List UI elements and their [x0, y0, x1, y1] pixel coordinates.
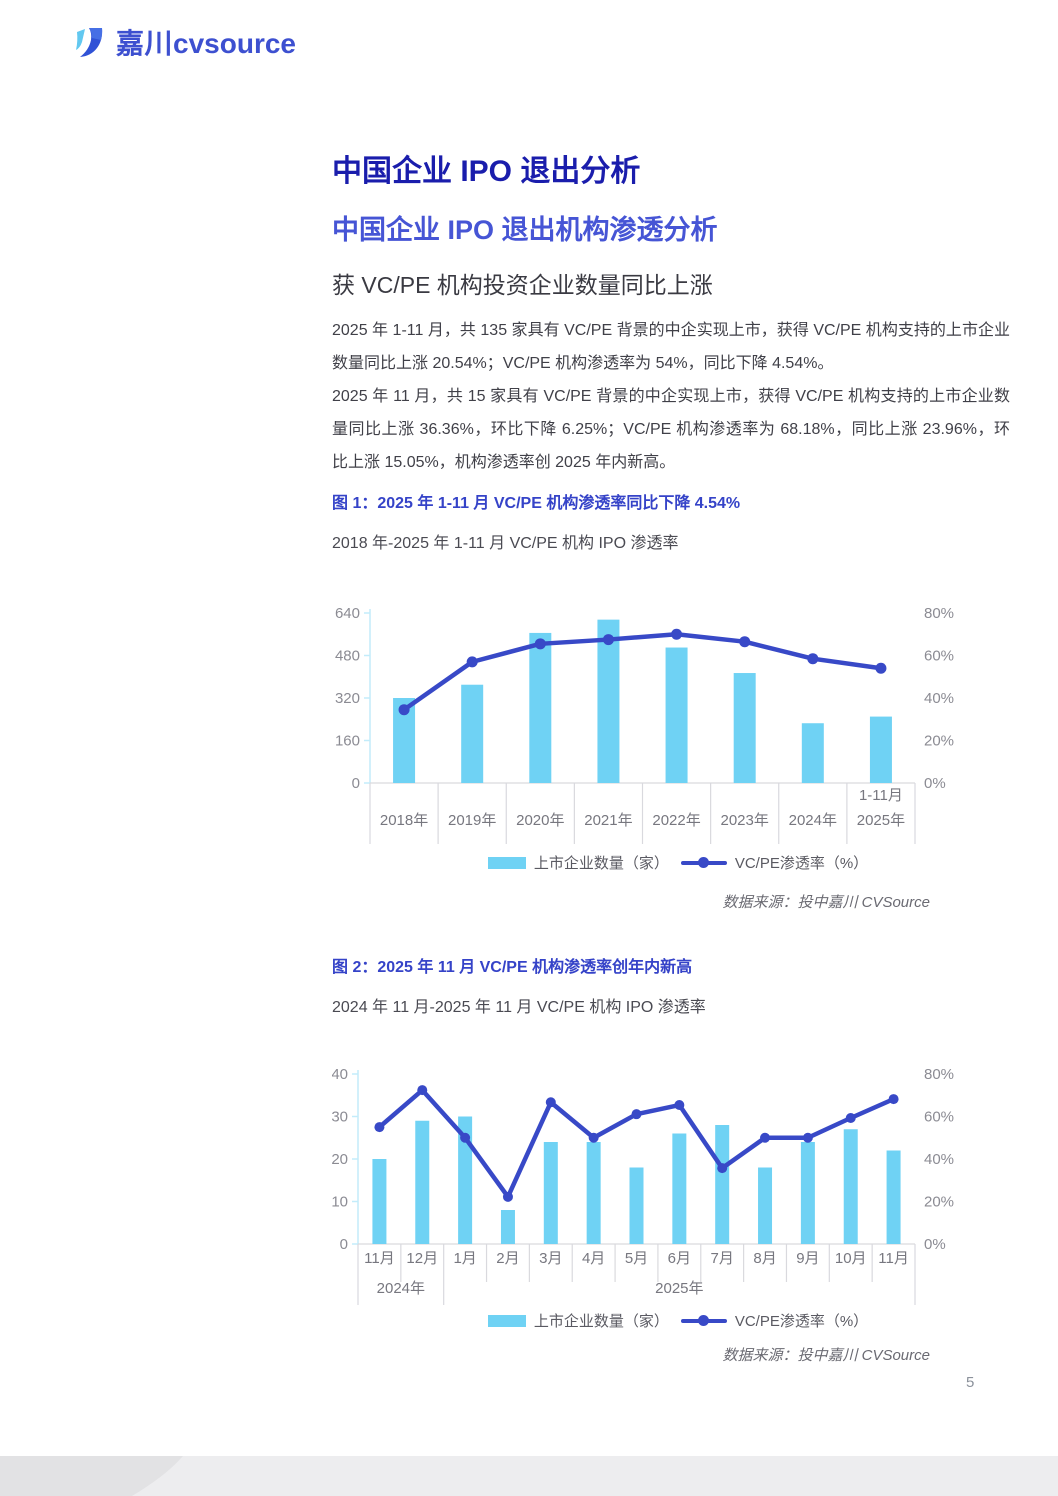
- svg-text:2024年: 2024年: [789, 812, 837, 829]
- svg-text:640: 640: [335, 605, 360, 622]
- paragraph-2: 2025 年 11 月，共 15 家具有 VC/PE 背景的中企实现上市，获得 …: [332, 388, 1010, 471]
- figure2-subtitle: 2024 年 11 月-2025 年 11 月 VC/PE 机构 IPO 渗透率: [332, 999, 706, 1016]
- svg-text:0%: 0%: [924, 1236, 946, 1253]
- svg-text:2023年: 2023年: [721, 812, 769, 829]
- figure1-caption: 图 1：2025 年 1-11 月 VC/PE 机构渗透率同比下降 4.54%: [332, 495, 741, 512]
- svg-text:480: 480: [335, 648, 360, 665]
- line-swatch-icon: [680, 857, 727, 868]
- legend-bar-label: 上市企业数量（家）: [533, 855, 669, 872]
- svg-text:2018年: 2018年: [380, 812, 428, 829]
- svg-text:0: 0: [340, 1236, 348, 1253]
- svg-text:4月: 4月: [582, 1250, 605, 1267]
- svg-text:12月: 12月: [406, 1250, 438, 1267]
- svg-text:2020年: 2020年: [516, 812, 564, 829]
- svg-text:60%: 60%: [924, 648, 954, 665]
- bar-swatch-icon: [487, 856, 526, 869]
- svg-text:0: 0: [352, 775, 360, 792]
- svg-text:20: 20: [332, 1151, 348, 1168]
- svg-text:80%: 80%: [924, 1066, 954, 1083]
- bar-swatch-icon: [487, 1314, 526, 1327]
- svg-text:2019年: 2019年: [448, 812, 496, 829]
- svg-text:6月: 6月: [668, 1250, 691, 1267]
- svg-text:40%: 40%: [924, 690, 954, 707]
- page-title: 中国企业 IPO 退出分析: [332, 155, 641, 188]
- svg-text:30: 30: [332, 1109, 348, 1126]
- svg-text:2024年: 2024年: [377, 1280, 425, 1297]
- svg-text:11月: 11月: [364, 1250, 395, 1267]
- svg-text:3月: 3月: [539, 1250, 562, 1267]
- figure2-data-source: 数据来源：投中嘉川 CVSource: [722, 1347, 930, 1364]
- section-title: 中国企业 IPO 退出机构渗透分析: [332, 215, 718, 245]
- paragraph-1: 2025 年 1-11 月，共 135 家具有 VC/PE 背景的中企实现上市，…: [332, 322, 1010, 372]
- svg-text:60%: 60%: [924, 1109, 954, 1126]
- svg-text:2022年: 2022年: [652, 812, 700, 829]
- brand-name-en: cvsource: [173, 28, 296, 59]
- svg-text:1月: 1月: [453, 1250, 476, 1267]
- svg-text:9月: 9月: [796, 1250, 819, 1267]
- body-text: 2025 年 1-11 月，共 135 家具有 VC/PE 背景的中企实现上市，…: [332, 314, 1010, 479]
- page-number: 5: [966, 1374, 975, 1391]
- svg-text:2025年: 2025年: [857, 812, 905, 829]
- line-swatch-icon: [680, 1315, 727, 1326]
- svg-text:8月: 8月: [753, 1250, 776, 1267]
- legend-bar-label: 上市企业数量（家）: [533, 1313, 669, 1330]
- footer-band: [0, 1456, 1058, 1496]
- penetration-chart-monthly: 0 10 20 30 40 0% 20% 40% 60% 80% 11月 12月 1月 2月 3月 4月 5月 6…: [332, 1066, 954, 1305]
- legend-item-line: VC/PE渗透率（%）: [680, 852, 869, 873]
- legend-item-line: VC/PE渗透率（%）: [680, 1310, 869, 1331]
- svg-text:2025年: 2025年: [655, 1280, 703, 1297]
- svg-text:2021年: 2021年: [584, 812, 632, 829]
- penetration-chart-yearly: 0 160 320 480 640 0% 20% 40% 60% 80% 2018年 2019年 202…: [335, 605, 954, 844]
- svg-text:0%: 0%: [924, 775, 946, 792]
- brand-logo-text: 嘉川cvsource: [116, 22, 296, 62]
- svg-text:10: 10: [332, 1194, 348, 1211]
- figure1-data-source: 数据来源：投中嘉川 CVSource: [722, 894, 930, 911]
- legend-item-bar: 上市企业数量（家）: [487, 1310, 669, 1331]
- legend-line-label: VC/PE渗透率（%）: [734, 1313, 869, 1330]
- svg-text:1-11月: 1-11月: [859, 787, 903, 804]
- brand-logo: 嘉川cvsource: [70, 22, 296, 62]
- figure1-subtitle: 2018 年-2025 年 1-11 月 VC/PE 机构 IPO 渗透率: [332, 535, 679, 552]
- svg-text:40: 40: [332, 1066, 348, 1083]
- footer-corner-decoration: [0, 1456, 183, 1496]
- svg-text:160: 160: [335, 733, 360, 750]
- svg-text:10月: 10月: [835, 1250, 867, 1267]
- svg-text:40%: 40%: [924, 1151, 954, 1168]
- brand-name-cn: 嘉川: [116, 28, 174, 59]
- svg-text:7月: 7月: [711, 1250, 734, 1267]
- svg-text:20%: 20%: [924, 1194, 954, 1211]
- svg-text:320: 320: [335, 690, 360, 707]
- svg-text:20%: 20%: [924, 733, 954, 750]
- cvsource-logo-icon: [76, 28, 103, 57]
- svg-text:5月: 5月: [625, 1250, 648, 1267]
- svg-text:11月: 11月: [878, 1250, 909, 1267]
- legend-item-bar: 上市企业数量（家）: [487, 852, 669, 873]
- figure2-caption: 图 2：2025 年 11 月 VC/PE 机构渗透率创年内新高: [332, 959, 693, 976]
- svg-text:80%: 80%: [924, 605, 954, 622]
- svg-text:2月: 2月: [496, 1250, 519, 1267]
- figure1-legend: 上市企业数量（家） VC/PE渗透率（%）: [332, 852, 1024, 873]
- subsection-title: 获 VC/PE 机构投资企业数量同比上涨: [332, 272, 713, 298]
- legend-line-label: VC/PE渗透率（%）: [734, 855, 869, 872]
- figure2-legend: 上市企业数量（家） VC/PE渗透率（%）: [332, 1310, 1024, 1331]
